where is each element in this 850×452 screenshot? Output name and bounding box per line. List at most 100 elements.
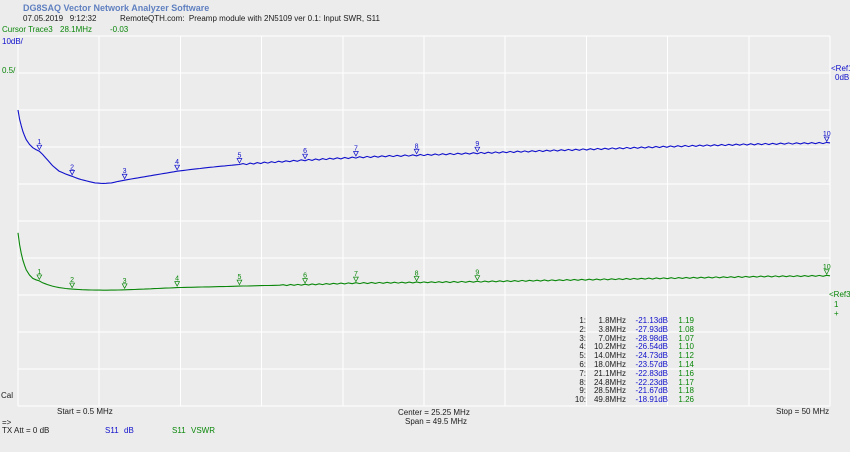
marker-db-cell: -22.83dB: [635, 368, 668, 378]
ref1-label[interactable]: <Ref1: [831, 64, 850, 73]
marker-frequency-cell: 24.8MHz: [593, 377, 626, 387]
marker-triangle-icon: [413, 276, 420, 282]
s11-vswr-trace[interactable]: [17, 232, 831, 291]
marker-db-cell: -24.73dB: [635, 351, 668, 361]
marker-vswr-cell: 1.08: [678, 324, 694, 334]
marker-triangle-icon: [352, 276, 359, 283]
marker-number-cell: 1:: [579, 316, 586, 325]
marker-table-row: 7: 21.1MHz -22.83dB 1.16: [570, 368, 694, 379]
marker-triangle-icon: [302, 278, 309, 284]
marker-frequency-cell: 18.0MHz: [593, 359, 626, 369]
marker-number-cell: 7:: [579, 368, 586, 378]
marker-triangle-icon: [69, 169, 76, 176]
marker-table-row: 1: 1.8MHz -21.13dB 1.19: [570, 316, 694, 326]
marker-number: 10: [823, 264, 831, 271]
trace1-unit-label[interactable]: dB: [124, 426, 134, 435]
marker-frequency-cell: 21.1MHz: [593, 368, 626, 378]
marker-db-cell: -21.13dB: [635, 316, 668, 325]
marker-vswr-cell: 1.26: [678, 395, 694, 405]
trace3-unit-label[interactable]: VSWR: [191, 426, 215, 435]
marker-db-cell: -26.54dB: [635, 342, 668, 352]
marker-db-cell: -27.93dB: [635, 324, 668, 334]
marker-triangle-icon: [474, 275, 481, 281]
blue-axis-scale-label[interactable]: 10dB/: [2, 37, 23, 46]
marker-number: 5: [238, 274, 242, 281]
marker-triangle-icon: [174, 281, 181, 287]
green-axis-scale-label[interactable]: 0.5/: [2, 66, 16, 75]
marker-number-cell: 9:: [579, 386, 586, 396]
cursor-value: -0.03: [110, 25, 129, 34]
sweep-description: RemoteQTH.com: Preamp module with 2N5109…: [120, 14, 380, 23]
marker-number: 6: [303, 148, 307, 155]
marker-triangle-icon: [121, 283, 128, 290]
marker-number: 4: [175, 276, 179, 283]
center-frequency-label[interactable]: Center = 25.25 MHz: [398, 408, 470, 417]
marker-table-row: 8: 24.8MHz -22.23dB 1.17: [570, 377, 694, 388]
marker-number: 8: [415, 270, 419, 277]
marker-table-row: 5: 14.0MHz -24.73dB 1.12: [570, 351, 694, 361]
marker-frequency-cell: 7.0MHz: [598, 333, 626, 343]
marker-number-cell: 2:: [579, 324, 586, 334]
marker-triangle-icon: [823, 136, 830, 143]
marker-number: 10: [823, 131, 831, 138]
marker-vswr-cell: 1.17: [678, 377, 694, 387]
marker-number: 6: [303, 273, 307, 280]
cal-indicator[interactable]: Cal: [1, 391, 14, 400]
marker-frequency-cell: 10.2MHz: [593, 342, 626, 352]
marker-vswr-cell: 1.18: [678, 386, 694, 396]
marker-vswr-cell: 1.10: [678, 342, 694, 352]
marker-triangle-icon: [352, 151, 359, 157]
marker-number-cell: 5:: [579, 351, 586, 361]
marker-table-row: 4: 10.2MHz -26.54dB 1.10: [570, 343, 694, 352]
marker-number-cell: 8:: [579, 377, 586, 387]
marker-number: 1: [37, 139, 41, 146]
marker-table-row: 6: 18.0MHz -23.57dB 1.14: [570, 359, 694, 370]
marker-vswr-cell: 1.12: [678, 351, 694, 361]
marker-triangle-icon: [236, 158, 243, 164]
span-label[interactable]: Span = 49.5 MHz: [405, 417, 468, 426]
marker-db-cell: -18.91dB: [635, 395, 668, 405]
marker-db-cell: -28.98dB: [635, 333, 668, 343]
marker-vswr-cell: 1.19: [678, 316, 694, 325]
marker-number: 9: [475, 270, 479, 277]
marker-number: 7: [354, 271, 358, 278]
marker-triangle-icon: [121, 173, 128, 180]
marker-table-row: 3: 7.0MHz -28.98dB 1.07: [570, 333, 694, 344]
start-frequency-label[interactable]: Start = 0.5 MHz: [57, 407, 113, 416]
sweep-direction-arrow: =>: [2, 418, 12, 427]
marker-triangle-icon: [36, 144, 43, 151]
marker-vswr-cell: 1.07: [678, 333, 694, 343]
marker-triangle-icon: [413, 148, 420, 155]
app-title: DG8SAQ Vector Network Analyzer Software: [23, 3, 210, 13]
ref1-value: 0dB: [835, 73, 850, 82]
marker-frequency-cell: 14.0MHz: [593, 351, 626, 361]
marker-triangle-icon: [236, 279, 243, 286]
ref3-marker-symbol: +: [834, 309, 839, 318]
marker-number-cell: 6:: [579, 359, 586, 369]
marker-number: 5: [238, 153, 242, 160]
marker-vswr-cell: 1.16: [678, 368, 694, 378]
marker-number: 7: [354, 145, 358, 152]
marker-triangle-icon: [302, 153, 309, 160]
cursor-frequency: 28.1MHz: [60, 25, 93, 34]
trace1-name-label[interactable]: S11: [105, 426, 119, 435]
marker-vswr-cell: 1.14: [678, 359, 694, 369]
marker-frequency-cell: 28.5MHz: [593, 386, 626, 396]
marker-db-cell: -21.67dB: [635, 386, 668, 396]
stop-frequency-label[interactable]: Stop = 50 MHz: [776, 407, 830, 416]
ref3-label[interactable]: <Ref3: [829, 290, 850, 299]
marker-number: 2: [70, 164, 74, 171]
cursor-trace-label: Cursor Trace3: [2, 25, 53, 34]
grid-lines: [17, 35, 831, 407]
marker-number: 1: [37, 269, 41, 276]
ref3-value: 1: [834, 300, 839, 309]
tx-attenuation-label[interactable]: TX Att = 0 dB: [2, 426, 50, 435]
trace3-name-label[interactable]: S11: [172, 426, 186, 435]
marker-table-row: 2: 3.8MHz -27.93dB 1.08: [570, 324, 694, 335]
s11-db-trace[interactable]: [17, 109, 831, 184]
marker-triangle-icon: [823, 269, 830, 276]
marker-number-cell: 10:: [574, 395, 586, 405]
marker-db-cell: -22.23dB: [635, 377, 668, 387]
marker-frequency-cell: 1.8MHz: [598, 316, 626, 325]
